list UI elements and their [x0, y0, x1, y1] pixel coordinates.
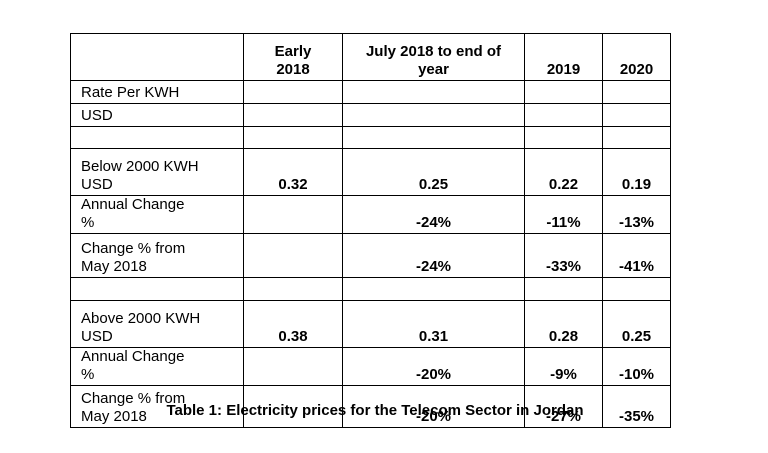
value-cell: 0.25 [342, 148, 525, 196]
header-cell: July 2018 to end of year [342, 33, 525, 81]
data-row: Annual Change % -20% -9% -10% [70, 347, 671, 386]
caption: Table 1: Electricity prices for the Tele… [166, 402, 584, 419]
header-row: Early 2018 July 2018 to end of year 2019… [70, 33, 671, 81]
value-cell: -10% [602, 347, 671, 386]
price-table: Early 2018 July 2018 to end of year 2019… [70, 33, 671, 428]
value-cell: -20% [342, 347, 525, 386]
data-row: Change % from May 2018 -24% -33% -41% [70, 233, 671, 278]
data-row: Above 2000 KWH USD 0.38 0.31 0.28 0.25 [70, 300, 671, 348]
header-text: Early 2018 [274, 43, 312, 78]
row-label: Annual Change % [81, 348, 185, 383]
data-row: Annual Change % -24% -11% -13% [70, 195, 671, 234]
value-cell [243, 385, 343, 428]
row-label-cell: Change % from May 2018 [70, 385, 244, 428]
value-cell: -9% [524, 347, 603, 386]
header-cell [70, 33, 244, 81]
value-cell [342, 80, 525, 104]
empty-cell [524, 126, 603, 149]
empty-cell [243, 277, 343, 301]
value-cell [342, 103, 525, 127]
value-cell [524, 103, 603, 127]
row-label-cell: Annual Change % [70, 347, 244, 386]
row-label-cell: Annual Change % [70, 195, 244, 234]
row-label-cell: Rate Per KWH [70, 80, 244, 104]
empty-cell [70, 277, 244, 301]
row-label: Change % from May 2018 [81, 240, 186, 275]
spacer-row [70, 126, 671, 149]
value-cell: -24% [342, 233, 525, 278]
value-cell [243, 233, 343, 278]
data-row: Rate Per KWH [70, 80, 671, 104]
empty-cell [342, 126, 525, 149]
value-cell: 0.32 [243, 148, 343, 196]
value-cell: 0.22 [524, 148, 603, 196]
data-row: Below 2000 KWH USD 0.32 0.25 0.22 0.19 [70, 148, 671, 196]
value-cell: -33% [524, 233, 603, 278]
row-label: Rate Per KWH [81, 84, 180, 101]
value-cell [243, 195, 343, 234]
empty-cell [602, 277, 671, 301]
value-cell [243, 80, 343, 104]
row-label-cell: Below 2000 KWH USD [70, 148, 244, 196]
row-label: Below 2000 KWH USD [81, 158, 199, 193]
empty-cell [342, 277, 525, 301]
header-cell: Early 2018 [243, 33, 343, 81]
value-cell [524, 80, 603, 104]
value-cell [602, 80, 671, 104]
value-cell: -24% [342, 195, 525, 234]
row-label: Above 2000 KWH USD [81, 310, 201, 345]
empty-cell [70, 126, 244, 149]
value-cell: 0.38 [243, 300, 343, 348]
header-text: 2019 [546, 61, 581, 78]
data-row: USD [70, 103, 671, 127]
empty-cell [602, 126, 671, 149]
value-cell: 0.25 [602, 300, 671, 348]
value-cell: -41% [602, 233, 671, 278]
value-cell [243, 347, 343, 386]
value-cell: 0.28 [524, 300, 603, 348]
row-label-cell: USD [70, 103, 244, 127]
header-cell: 2019 [524, 33, 603, 81]
row-label: USD [81, 107, 113, 124]
value-cell: -35% [602, 385, 671, 428]
value-cell [602, 103, 671, 127]
row-label-cell: Above 2000 KWH USD [70, 300, 244, 348]
value-cell: 0.31 [342, 300, 525, 348]
value-cell: -13% [602, 195, 671, 234]
value-cell: -27% [524, 385, 603, 428]
value-cell: -11% [524, 195, 603, 234]
empty-cell [524, 277, 603, 301]
row-label: Change % from May 2018 [81, 390, 186, 425]
table-body: Rate Per KWH USD Below 2000 KWH USD 0.32 0.2… [70, 80, 671, 428]
header-cell: 2020 [602, 33, 671, 81]
header-text: 2020 [619, 61, 654, 78]
row-label-cell: Change % from May 2018 [70, 233, 244, 278]
empty-cell [243, 126, 343, 149]
value-cell [243, 103, 343, 127]
row-label: Annual Change % [81, 196, 185, 231]
header-text: July 2018 to end of year [365, 43, 502, 78]
spacer-row [70, 277, 671, 301]
data-row: Change % from May 2018 -20% -27% -35% [70, 385, 671, 428]
value-cell: 0.19 [602, 148, 671, 196]
